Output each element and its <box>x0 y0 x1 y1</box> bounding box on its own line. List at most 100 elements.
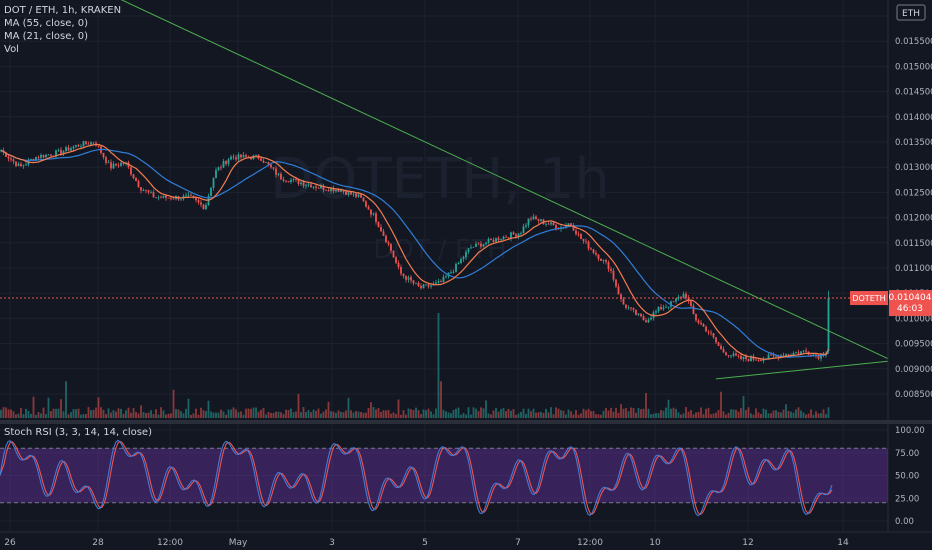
candle-body <box>405 276 407 280</box>
candle-body <box>155 197 157 199</box>
volume-bar <box>467 407 470 418</box>
candle-body <box>605 260 607 263</box>
symbol-legend[interactable]: DOT / ETH, 1h, KRAKEN <box>4 5 122 16</box>
candle-body <box>227 159 230 164</box>
volume-bar <box>782 409 785 418</box>
volume-bar <box>185 408 187 418</box>
candle-body <box>375 213 377 222</box>
volume-bar <box>670 408 672 418</box>
candle-body <box>570 223 572 226</box>
volume-bar <box>772 410 775 418</box>
candle-body <box>12 159 15 162</box>
candle-body <box>457 262 460 265</box>
candle-body <box>215 170 217 179</box>
candle-body <box>272 167 275 169</box>
candle-body <box>205 204 207 210</box>
volume-bar <box>365 412 367 418</box>
candle-body <box>680 297 682 298</box>
volume-bar <box>327 401 330 418</box>
volume-bar <box>457 407 460 418</box>
candle-body <box>752 356 755 360</box>
ma55-legend[interactable]: MA (55, close, 0) <box>4 18 89 29</box>
volume-bar <box>672 407 675 418</box>
candle-body <box>190 194 192 196</box>
volume-bar <box>705 408 707 418</box>
candle-body <box>515 234 517 237</box>
candle-body <box>317 187 320 189</box>
time-tick-label: 12:00 <box>157 538 183 548</box>
support-line[interactable] <box>715 360 889 380</box>
volume-bar <box>820 413 822 418</box>
candle-body <box>782 355 785 357</box>
volume-bar <box>805 414 807 418</box>
candle-body <box>7 156 10 159</box>
volume-bar <box>190 414 192 418</box>
volume-bar <box>532 408 535 418</box>
trendline[interactable] <box>113 0 889 360</box>
volume-bar <box>785 404 787 418</box>
volume-bar <box>380 411 382 418</box>
candle-body <box>262 160 265 163</box>
candle-body <box>50 154 52 156</box>
price-axis[interactable]: 0.015500 0.015000 0.014500 0.014000 0.013500… <box>895 37 932 400</box>
volume-bar <box>390 413 392 418</box>
candle-body <box>335 189 337 192</box>
volume-bar <box>540 411 542 418</box>
ma21-legend[interactable]: MA (21, close, 0) <box>4 31 89 42</box>
volume-bar <box>192 413 195 418</box>
candle-body <box>97 145 100 147</box>
candle-body <box>455 264 457 272</box>
candle-body <box>275 168 277 175</box>
stoch-axis[interactable]: 100.00 75.00 50.00 25.00 0.00 <box>895 426 925 527</box>
candle-body <box>485 242 487 245</box>
volume-bar <box>362 412 365 418</box>
candle-body <box>642 316 645 321</box>
volume-bar <box>72 409 75 418</box>
candle-body <box>437 281 440 283</box>
candle-body <box>535 216 537 220</box>
stoch-legend[interactable]: Stoch RSI (3, 3, 14, 14, close) <box>4 427 152 438</box>
candle-body <box>660 307 662 310</box>
volume-bar <box>330 411 332 418</box>
candle-body <box>470 247 472 249</box>
candle-body <box>492 239 495 242</box>
candle-body <box>265 162 267 163</box>
candle-body <box>487 238 490 243</box>
candle-body <box>92 142 95 144</box>
candle-body <box>112 163 115 169</box>
volume-bar <box>0 409 2 418</box>
candle-body <box>602 260 605 261</box>
volume-bar <box>430 411 432 418</box>
volume-bar <box>722 411 725 418</box>
candle-body <box>5 152 7 157</box>
volume-bar <box>605 408 607 418</box>
candle-body <box>72 146 75 149</box>
candle-body <box>210 187 212 196</box>
pane-separator[interactable] <box>0 420 932 424</box>
volume-bar <box>622 408 625 418</box>
volume-bar <box>160 407 162 418</box>
volume-bar <box>215 412 217 418</box>
volume-bar <box>495 408 497 418</box>
price-tag: DOTETH 0.010404 46:03 <box>850 290 932 317</box>
volume-bar <box>57 408 60 418</box>
candle-body <box>110 162 112 169</box>
volume-bar <box>25 408 27 418</box>
volume-bar <box>787 410 790 418</box>
stoch-k-line <box>0 439 833 517</box>
volume-bar <box>757 412 760 418</box>
volume-bar <box>780 412 782 418</box>
volume-bar <box>235 409 237 418</box>
volume-bar <box>572 414 575 418</box>
volume-bar <box>612 411 615 418</box>
volume-bar <box>82 414 85 418</box>
candle-body <box>687 297 690 301</box>
volume-bar <box>187 398 190 418</box>
currency-box[interactable] <box>896 4 926 21</box>
volume-bar <box>762 408 765 418</box>
time-axis[interactable]: 26 28 12:00 May 3 5 7 12:00 10 12 14 <box>4 538 849 548</box>
volume-bar <box>755 408 757 418</box>
vol-legend[interactable]: Vol <box>4 44 19 55</box>
candle-body <box>17 163 20 167</box>
